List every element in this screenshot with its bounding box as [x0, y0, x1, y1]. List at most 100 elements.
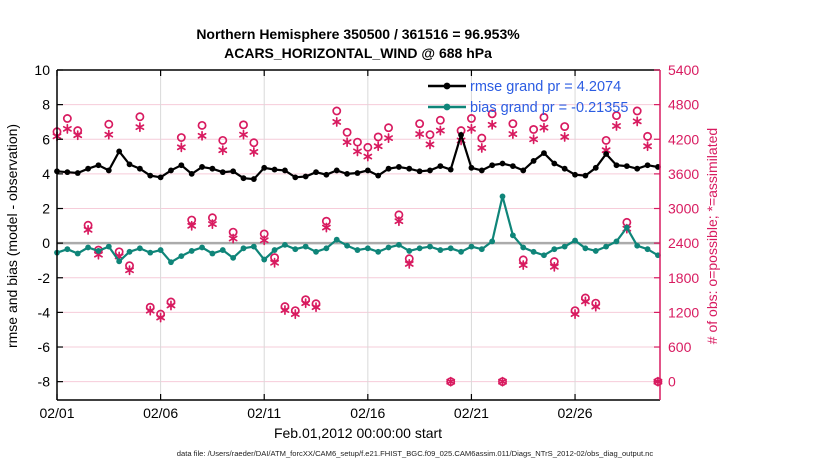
rmse-marker: [209, 165, 216, 172]
rmse-marker: [271, 166, 278, 173]
assimilated-obs-asterisk-marker: [425, 139, 435, 150]
bias-legend-marker: [443, 103, 451, 111]
assimilated-obs-asterisk-marker: [394, 216, 404, 227]
right-tick-label: 2400: [668, 235, 699, 251]
possible-obs-circle-marker: [477, 133, 487, 143]
assimilated-obs-asterisk-marker: [508, 129, 518, 140]
rmse-marker: [530, 157, 537, 164]
possible-obs-circle-marker: [435, 115, 445, 125]
possible-obs-circle-marker: [104, 119, 114, 129]
rmse-marker: [489, 162, 496, 169]
rmse-legend-marker: [443, 82, 451, 90]
bias-marker: [209, 250, 216, 257]
bias-marker: [572, 237, 578, 244]
bias-marker: [447, 245, 454, 252]
assimilated-obs-asterisk-marker: [498, 376, 507, 387]
bias-marker: [396, 241, 402, 248]
rmse-marker: [85, 165, 91, 172]
bias-marker: [541, 252, 547, 259]
possible-obs-circle-marker: [425, 130, 435, 140]
assimilated-obs-asterisk-marker: [518, 260, 528, 271]
assimilated-obs-asterisk-marker: [487, 119, 497, 130]
assimilated-obs-asterisk-marker: [539, 122, 549, 133]
bias-marker: [157, 247, 164, 253]
left-tick-label: -6: [38, 339, 51, 355]
rmse-marker: [178, 162, 185, 169]
right-tick-label: 3600: [668, 166, 699, 182]
possible-obs-circle-marker: [529, 124, 539, 134]
assimilated-obs-asterisk-marker: [104, 129, 114, 140]
bias-marker: [282, 241, 288, 248]
rmse-marker: [509, 163, 516, 169]
rmse-marker: [333, 167, 340, 174]
rmse-marker: [188, 170, 195, 177]
assimilated-obs-asterisk-marker: [643, 141, 652, 152]
axes: 02/01 02/06 02/11 02/16 02/21 02/26 10 8 6 4 2 0 -2 -…: [34, 62, 699, 421]
bias-marker: [333, 236, 340, 243]
bias-marker: [582, 245, 589, 252]
x-tick-label: 02/21: [454, 405, 489, 421]
possible-obs-circle-marker: [466, 114, 476, 123]
assimilated-obs-asterisk-marker: [280, 305, 290, 316]
bias-marker: [219, 247, 226, 253]
rmse-marker: [644, 162, 651, 169]
assimilated-obs-asterisk-marker: [145, 305, 155, 316]
rmse-marker: [541, 150, 547, 157]
bias-marker: [344, 242, 351, 249]
right-axis-label: # of obs: o=possible; *=assimilated: [704, 128, 720, 344]
possible-obs-circle-marker: [135, 112, 145, 122]
right-tick-label: 4800: [668, 97, 699, 113]
bias-marker: [364, 245, 371, 252]
possible-obs-circle-marker: [218, 135, 228, 145]
bias-marker: [199, 244, 205, 251]
left-tick-label: -2: [38, 270, 51, 286]
left-tick-label: 6: [42, 131, 50, 147]
left-tick-label: -4: [38, 304, 51, 320]
x-axis-label: Feb.01,2012 00:00:00 start: [274, 425, 442, 441]
assimilated-obs-asterisk-marker: [187, 220, 197, 231]
bias-marker: [613, 238, 620, 245]
rmse-marker: [592, 164, 599, 171]
rmse-marker: [240, 175, 247, 182]
rmse-legend-label: rmse grand pr = 4.2074: [470, 79, 621, 95]
bias-legend-label: bias grand pr = -0.21355: [470, 100, 628, 116]
bias-marker: [406, 248, 413, 254]
possible-obs-circle-marker: [239, 120, 248, 130]
rmse-marker: [95, 162, 102, 169]
assimilated-obs-asterisk-marker: [570, 309, 580, 320]
assimilated-obs-asterisk-marker: [270, 257, 279, 268]
rmse-marker: [551, 160, 558, 167]
assimilated-obs-asterisk-marker: [176, 142, 186, 153]
rmse-marker: [623, 163, 630, 169]
rmse-marker: [136, 165, 143, 172]
left-tick-label: 2: [42, 201, 50, 217]
assimilated-obs-asterisk-marker: [467, 123, 476, 134]
bias-marker: [530, 248, 537, 255]
left-tick-label: -8: [38, 374, 51, 390]
rmse-marker: [447, 166, 454, 173]
bias-marker: [105, 243, 112, 250]
rmse-marker: [375, 172, 382, 179]
rmse-marker: [603, 151, 610, 157]
rmse-marker: [261, 164, 268, 171]
possible-obs-circle-marker: [508, 119, 518, 129]
rmse-marker: [468, 164, 475, 171]
assimilated-obs-asterisk-marker: [384, 133, 393, 144]
assimilated-obs-asterisk-marker: [549, 261, 559, 272]
left-tick-label: 0: [42, 235, 50, 251]
assimilated-obs-asterisk-marker: [321, 222, 331, 233]
assimilated-obs-asterisk-marker: [228, 233, 238, 244]
rmse-marker: [147, 172, 154, 179]
rmse-marker: [499, 160, 506, 167]
assimilated-obs-asterisk-marker: [218, 145, 228, 156]
bias-marker: [313, 248, 319, 255]
possible-obs-circle-marker: [332, 106, 342, 116]
right-tick-label: 600: [668, 339, 692, 355]
bias-marker: [302, 243, 309, 250]
bias-marker: [147, 249, 154, 256]
rmse-marker: [230, 168, 237, 175]
assimilated-obs-asterisk-marker: [529, 134, 539, 145]
rmse-marker: [126, 161, 133, 168]
rmse-marker: [302, 173, 309, 180]
possible-obs-circle-marker: [643, 131, 653, 141]
